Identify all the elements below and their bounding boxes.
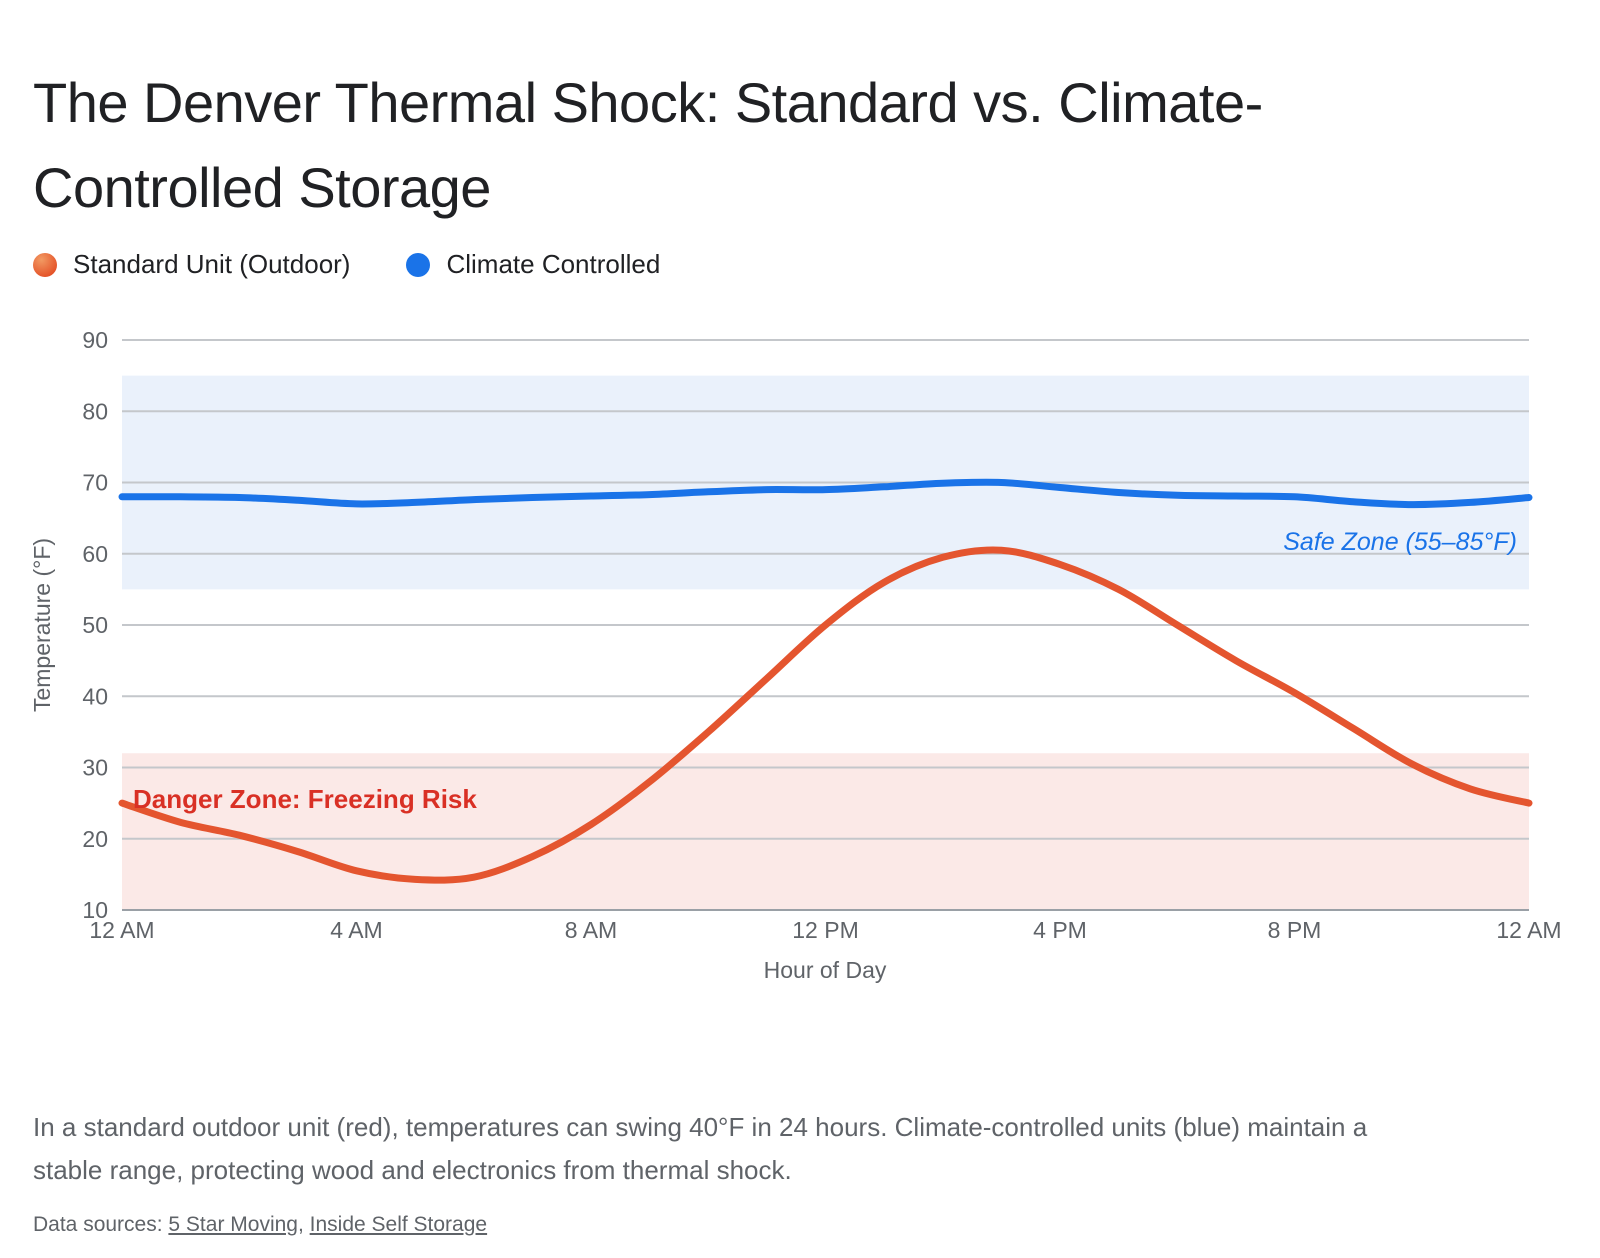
x-axis-title: Hour of Day [764,957,887,983]
y-tick-label-70: 70 [82,470,108,496]
x-tick-label-4-pm: 4 PM [1033,917,1087,943]
legend-item-climate[interactable]: Climate Controlled [406,249,660,280]
sources-separator: , [297,1213,310,1236]
y-tick-label-40: 40 [82,683,108,709]
data-sources: Data sources: 5 Star Moving, Inside Self… [33,1213,487,1237]
source-link-5-star-moving[interactable]: 5 Star Moving [168,1213,298,1236]
gridlines [122,339,1529,911]
x-tick-label-4-am: 4 AM [330,917,382,943]
source-link-inside-self-storage[interactable]: Inside Self Storage [309,1213,488,1236]
y-tick-label-60: 60 [82,541,108,567]
y-axis-tick-labels: 10 20 30 40 50 60 70 80 90 [82,327,108,923]
y-tick-label-80: 80 [82,398,108,424]
legend: Standard Unit (Outdoor) Climate Controll… [33,249,660,280]
temperature-line-chart: 10 20 30 40 50 60 70 80 90 12 AM 4 AM 8 AM 12 PM 4 P… [29,327,1562,983]
x-tick-label-8-pm: 8 PM [1268,917,1322,943]
sources-prefix: Data sources: [33,1213,169,1236]
series-line-standard-unit [118,546,1533,884]
x-tick-label-12-am: 12 AM [89,917,154,943]
y-tick-label-90: 90 [82,327,108,353]
x-tick-label-12-am: 12 AM [1496,917,1561,943]
x-axis-tick-labels: 12 AM 4 AM 8 AM 12 PM 4 PM 8 PM 12 AM [89,917,1561,943]
page-title-line-2: Controlled Storage [33,155,491,219]
safe-zone-label: Safe Zone (55–85°F) [1283,528,1517,556]
zone-bands [122,375,1529,910]
legend-label-standard: Standard Unit (Outdoor) [73,249,351,279]
y-tick-label-10: 10 [82,897,108,923]
chart-caption: In a standard outdoor unit (red), temper… [33,1106,1573,1192]
caption-line-1: In a standard outdoor unit (red), temper… [33,1112,1368,1142]
legend-label-climate: Climate Controlled [446,249,661,279]
danger-zone-label: Danger Zone: Freezing Risk [133,784,477,814]
y-tick-label-30: 30 [82,755,108,781]
page-title: The Denver Thermal Shock: Standard vs. C… [33,60,1433,230]
y-tick-label-20: 20 [82,826,108,852]
series-lines [118,478,1533,884]
climate-series-dot-icon [406,252,431,277]
x-tick-label-12-pm: 12 PM [792,917,858,943]
danger-zone-band [122,753,1529,910]
caption-line-2: stable range, protecting wood and electr… [33,1155,792,1185]
x-tick-label-8-am: 8 AM [565,917,617,943]
series-line-climate-controlled [118,478,1533,509]
page-title-line-1: The Denver Thermal Shock: Standard vs. C… [33,70,1263,134]
standard-series-dot-icon [33,252,57,277]
y-axis-title: Temperature (°F) [29,538,55,712]
legend-item-standard[interactable]: Standard Unit (Outdoor) [33,249,350,280]
y-tick-label-50: 50 [82,612,108,638]
